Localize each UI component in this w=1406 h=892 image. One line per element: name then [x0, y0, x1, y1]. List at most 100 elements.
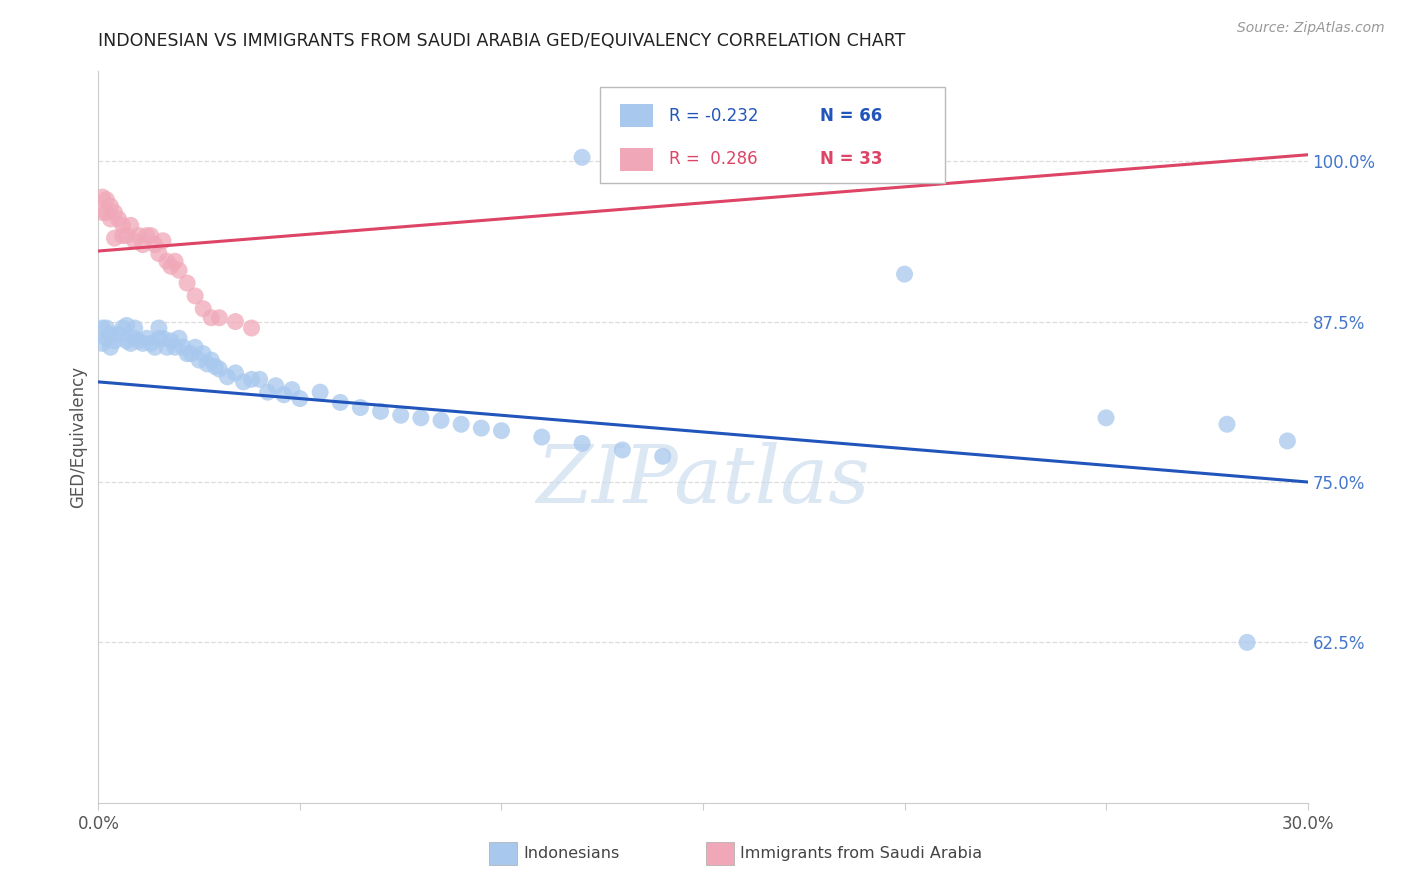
Point — [288, 392, 311, 406]
Point — [111, 219, 134, 233]
Point — [128, 334, 150, 348]
Y-axis label: GED/Equivalency: GED/Equivalency — [69, 366, 87, 508]
Point — [124, 234, 146, 248]
Point — [111, 321, 134, 335]
Point — [430, 413, 453, 427]
Point — [264, 378, 287, 392]
Point — [389, 409, 412, 423]
Point — [1095, 410, 1118, 425]
Point — [204, 359, 226, 374]
Point — [96, 205, 118, 219]
Point — [370, 404, 392, 418]
Point — [188, 353, 211, 368]
Point — [143, 340, 166, 354]
Text: N = 66: N = 66 — [820, 107, 883, 125]
Point — [176, 346, 198, 360]
Point — [128, 228, 150, 243]
Text: Immigrants from Saudi Arabia: Immigrants from Saudi Arabia — [740, 847, 981, 861]
Point — [96, 321, 118, 335]
FancyBboxPatch shape — [600, 87, 945, 183]
Text: ZIPatlas: ZIPatlas — [536, 442, 870, 520]
Point — [200, 353, 222, 368]
Point — [470, 421, 492, 435]
Point — [172, 340, 194, 354]
Point — [409, 410, 432, 425]
Point — [115, 318, 138, 333]
Point — [571, 150, 593, 164]
Point — [139, 228, 162, 243]
Point — [224, 315, 246, 329]
FancyBboxPatch shape — [620, 148, 654, 171]
Point — [571, 436, 593, 450]
Point — [111, 228, 134, 243]
FancyBboxPatch shape — [620, 104, 654, 128]
Text: Indonesians: Indonesians — [523, 847, 619, 861]
Point — [180, 346, 202, 360]
Point — [148, 331, 170, 345]
Point — [1236, 635, 1258, 649]
Point — [1277, 434, 1299, 448]
Text: INDONESIAN VS IMMIGRANTS FROM SAUDI ARABIA GED/EQUIVALENCY CORRELATION CHART: INDONESIAN VS IMMIGRANTS FROM SAUDI ARAB… — [98, 32, 905, 50]
Point — [96, 331, 118, 345]
Point — [349, 401, 371, 415]
Point — [195, 357, 218, 371]
Text: Source: ZipAtlas.com: Source: ZipAtlas.com — [1237, 21, 1385, 35]
Point — [193, 346, 215, 360]
Point — [148, 246, 170, 260]
Text: R =  0.286: R = 0.286 — [669, 151, 758, 169]
Point — [281, 383, 304, 397]
Point — [156, 340, 179, 354]
Point — [107, 211, 129, 226]
Point — [91, 321, 114, 335]
Point — [256, 385, 278, 400]
Point — [200, 310, 222, 325]
Point — [152, 234, 174, 248]
Point — [156, 254, 179, 268]
Point — [224, 366, 246, 380]
Point — [450, 417, 472, 432]
Point — [184, 340, 207, 354]
Point — [240, 372, 263, 386]
Point — [163, 340, 186, 354]
Point — [103, 231, 125, 245]
Point — [612, 442, 634, 457]
Point — [491, 424, 513, 438]
Point — [163, 254, 186, 268]
Point — [139, 336, 162, 351]
Point — [160, 334, 183, 348]
Point — [232, 375, 254, 389]
Point — [100, 327, 122, 342]
Point — [1216, 417, 1239, 432]
Point — [143, 237, 166, 252]
Point — [329, 395, 352, 409]
Point — [91, 190, 114, 204]
Point — [167, 263, 190, 277]
Point — [120, 336, 142, 351]
Point — [148, 321, 170, 335]
Point — [651, 450, 673, 464]
Point — [193, 301, 215, 316]
Point — [91, 205, 114, 219]
Point — [96, 193, 118, 207]
Point — [115, 228, 138, 243]
Point — [167, 331, 190, 345]
Point — [132, 336, 155, 351]
Point — [100, 211, 122, 226]
Point — [132, 237, 155, 252]
Point — [208, 362, 231, 376]
Point — [103, 334, 125, 348]
Point — [184, 289, 207, 303]
Point — [100, 199, 122, 213]
Point — [249, 372, 271, 386]
Point — [124, 331, 146, 345]
Point — [893, 267, 915, 281]
Point — [273, 388, 295, 402]
Point — [103, 205, 125, 219]
Point — [160, 260, 183, 274]
Point — [135, 228, 157, 243]
Point — [176, 276, 198, 290]
Point — [124, 321, 146, 335]
Point — [91, 336, 114, 351]
Point — [120, 219, 142, 233]
Point — [240, 321, 263, 335]
